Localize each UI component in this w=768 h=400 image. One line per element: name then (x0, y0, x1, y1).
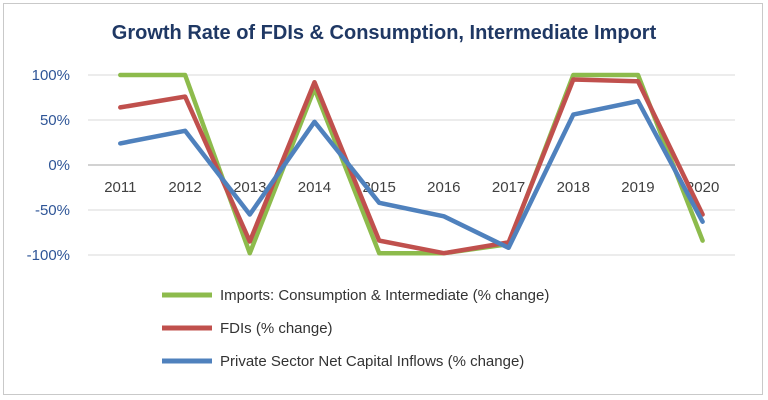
legend-label: Private Sector Net Capital Inflows (% ch… (220, 353, 524, 370)
y-tick-label: -50% (35, 202, 70, 219)
x-tick-label: 2016 (427, 179, 460, 196)
x-tick-label: 2018 (557, 179, 590, 196)
x-tick-label: 2013 (233, 179, 266, 196)
chart-frame (3, 3, 763, 395)
x-tick-label: 2020 (686, 179, 719, 196)
x-tick-label: 2014 (298, 179, 331, 196)
y-tick-label: 100% (32, 67, 70, 84)
x-tick-label: 2019 (621, 179, 654, 196)
y-tick-label: 0% (48, 157, 70, 174)
legend-label: FDIs (% change) (220, 320, 333, 337)
y-tick-label: 50% (40, 112, 70, 129)
series-line-1 (118, 72, 705, 256)
series-line-3 (118, 98, 705, 251)
chart-title: Growth Rate of FDIs & Consumption, Inter… (111, 22, 657, 44)
x-tick-label: 2017 (492, 179, 525, 196)
legend-label: Imports: Consumption & Intermediate (% c… (220, 287, 549, 304)
x-tick-label: 2012 (168, 179, 201, 196)
y-tick-label: -100% (27, 247, 70, 264)
x-tick-label: 2011 (104, 179, 136, 196)
